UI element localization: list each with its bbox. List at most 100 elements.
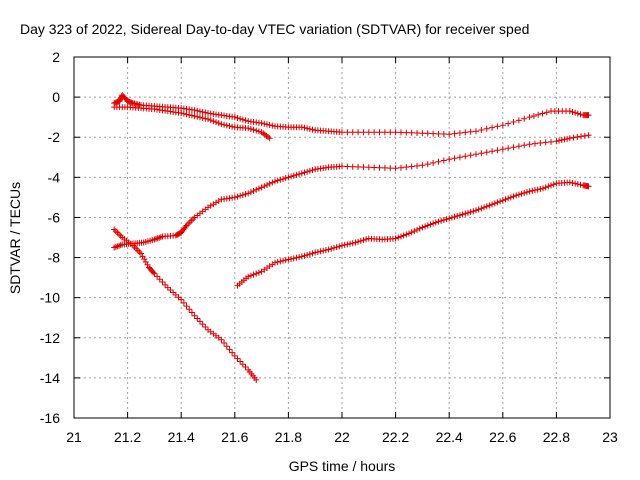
data-point — [502, 196, 509, 203]
data-point — [397, 164, 404, 171]
data-point — [376, 129, 383, 136]
data-point — [400, 232, 407, 239]
data-point — [355, 238, 362, 245]
data-point — [494, 199, 501, 206]
data-point — [202, 115, 209, 122]
data-point — [414, 162, 421, 169]
data-point — [473, 128, 479, 135]
y-tick-label: 2 — [52, 49, 60, 65]
data-point — [360, 164, 367, 171]
data-point — [521, 142, 528, 149]
data-point — [186, 111, 193, 118]
y-tick-label: -4 — [48, 169, 61, 185]
data-point — [548, 138, 555, 145]
data-point — [298, 253, 305, 260]
data-point — [266, 180, 273, 187]
data-point — [349, 129, 356, 136]
data-point — [530, 112, 537, 119]
data-point — [349, 163, 356, 170]
data-point — [419, 224, 426, 231]
data-point — [483, 125, 490, 132]
x-tick-label: 22 — [334, 429, 350, 445]
data-point — [540, 185, 546, 192]
data-point — [564, 135, 571, 142]
chart-title: Day 323 of 2022, Sidereal Day-to-day VTE… — [20, 21, 529, 37]
data-point — [526, 188, 533, 195]
data-point — [325, 246, 332, 253]
data-point — [381, 129, 388, 136]
data-point — [392, 235, 399, 242]
data-point — [419, 162, 426, 169]
data-point — [306, 125, 313, 132]
data-point — [277, 176, 284, 183]
data-point — [510, 118, 517, 125]
data-point — [518, 190, 525, 197]
x-axis-label: GPS time / hours — [289, 458, 396, 474]
data-point — [266, 135, 273, 142]
data-point — [199, 321, 206, 328]
x-tick-label: 21.8 — [275, 429, 302, 445]
data-point — [446, 156, 453, 163]
data-point — [218, 336, 225, 343]
data-point — [435, 158, 442, 165]
data-point — [521, 115, 528, 122]
data-point — [272, 259, 278, 266]
data-point — [234, 355, 241, 362]
data-point — [194, 315, 201, 322]
data-point — [416, 225, 423, 232]
data-point — [298, 124, 305, 131]
data-point — [223, 343, 230, 350]
data-point — [339, 163, 345, 170]
data-point — [577, 111, 584, 118]
data-point — [513, 192, 520, 199]
y-axis-label: SDTVAR / TECUs — [7, 182, 23, 294]
data-point — [245, 273, 252, 280]
data-point — [440, 217, 447, 224]
data-point — [505, 120, 512, 127]
data-point — [199, 114, 206, 121]
data-point — [574, 110, 581, 117]
x-tick-label: 22.8 — [543, 429, 570, 445]
data-point — [247, 272, 254, 279]
data-point — [290, 255, 297, 262]
data-point — [515, 191, 522, 198]
data-point — [446, 131, 453, 138]
data-point — [424, 161, 431, 168]
data-point — [408, 129, 415, 136]
data-point — [494, 123, 501, 130]
data-point — [154, 273, 161, 280]
data-point — [194, 107, 201, 114]
x-tick-label: 21.4 — [168, 429, 195, 445]
data-point — [255, 269, 262, 276]
data-point — [322, 247, 329, 254]
data-point — [199, 108, 206, 115]
data-point — [210, 118, 217, 125]
data-point — [191, 312, 198, 319]
data-point — [296, 254, 303, 261]
series-track-5 — [234, 179, 592, 289]
data-point — [451, 155, 458, 162]
data-point — [572, 109, 579, 116]
data-point — [499, 197, 506, 204]
data-point — [226, 122, 233, 129]
data-point — [231, 114, 238, 121]
data-point — [440, 131, 447, 138]
data-point — [215, 120, 222, 127]
data-point — [231, 194, 238, 201]
data-point — [365, 164, 372, 171]
data-point — [360, 237, 367, 244]
data-point — [440, 157, 447, 164]
x-tick-label: 23 — [602, 429, 618, 445]
data-point — [430, 159, 437, 166]
data-point — [566, 179, 573, 186]
data-point — [397, 129, 404, 136]
data-point — [486, 202, 493, 209]
data-point — [285, 174, 292, 181]
data-point — [309, 250, 316, 257]
y-tick-label: -8 — [48, 250, 61, 266]
data-point — [247, 189, 254, 196]
data-point — [467, 209, 474, 216]
data-point — [355, 129, 362, 136]
data-point — [406, 230, 412, 237]
